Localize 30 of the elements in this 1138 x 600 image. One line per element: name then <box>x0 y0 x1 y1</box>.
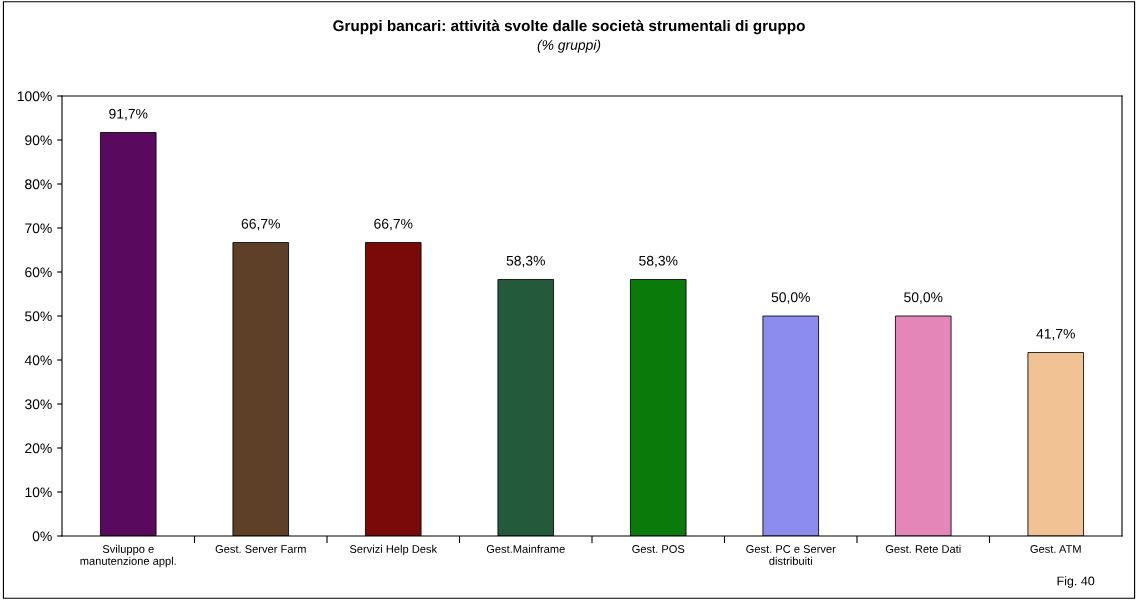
data-label: 91,7% <box>109 108 148 121</box>
y-tick-label: 60% <box>25 267 52 278</box>
y-tick-label: 50% <box>25 311 52 322</box>
y-tick-label: 70% <box>25 223 52 234</box>
x-tick-label: Gest. PC e Server distribuiti <box>746 545 836 565</box>
data-label: 50,0% <box>771 292 810 304</box>
y-tick-label: 10% <box>25 487 52 498</box>
y-tick-label: 20% <box>25 443 52 454</box>
y-tick-label: 80% <box>25 179 52 190</box>
chart-title: Gruppi bancari: attività svolte dalle società strumentali di gruppo <box>333 19 805 35</box>
x-tick-label: Gest.Mainframe <box>486 544 565 553</box>
data-label: 66,7% <box>241 218 280 231</box>
chart-subtitle: (% gruppi) <box>537 39 601 53</box>
caption: Fig. 40 <box>1057 576 1095 588</box>
y-tick-label: 30% <box>25 399 52 410</box>
x-tick-label: Gest. Rete Dati <box>885 544 961 553</box>
x-tick-label: Servizi Help Desk <box>349 544 438 556</box>
data-label: 41,7% <box>1036 328 1075 341</box>
data-label: 58,3% <box>639 255 678 268</box>
y-tick-label: 40% <box>24 355 52 366</box>
x-tick-label: Gest. POS <box>632 545 685 553</box>
x-tick-label: Gest. ATM <box>1030 545 1081 553</box>
x-tick-label: Sviluppo e manutenzione appl. <box>80 544 176 568</box>
data-label: 58,3% <box>506 255 545 268</box>
data-label: 66,7% <box>374 218 413 231</box>
y-tick-label: 0% <box>32 531 52 542</box>
y-tick-label: 90% <box>25 135 52 146</box>
data-label: 50,0% <box>904 292 943 304</box>
y-tick-label: 100% <box>17 91 52 102</box>
x-tick-label: Gest. Server Farm <box>215 545 306 553</box>
